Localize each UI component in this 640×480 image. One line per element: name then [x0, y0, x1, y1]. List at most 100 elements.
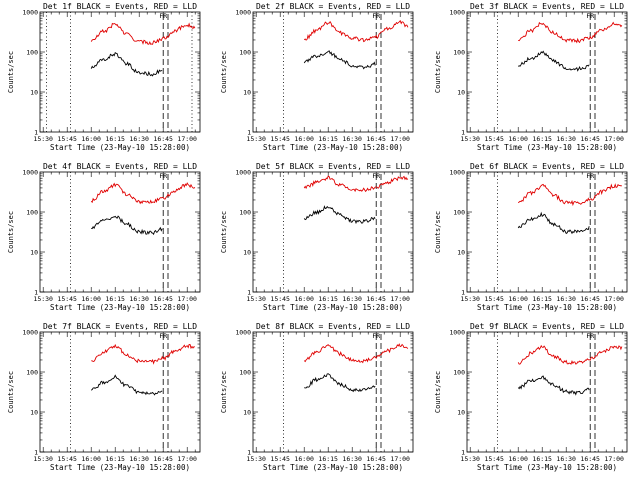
x-tick-label: 15:45 — [57, 295, 77, 303]
lld-series-line — [303, 175, 409, 193]
x-axis-label: Start Time (23-May-10 15:28:00) — [50, 303, 190, 312]
x-tick-label: 16:45 — [580, 295, 600, 303]
x-tick-label: 16:15 — [318, 455, 338, 463]
lld-series-line — [91, 343, 195, 365]
x-tick-label: 15:30 — [33, 135, 53, 143]
y-tick-label: 100 — [453, 49, 465, 57]
x-tick-label: 16:45 — [153, 135, 173, 143]
x-tick-label: 16:45 — [580, 135, 600, 143]
plot-frame — [466, 331, 628, 453]
x-tick-label: 16:45 — [580, 455, 600, 463]
lld-series-line — [303, 19, 409, 43]
x-tick-label: 15:30 — [33, 295, 53, 303]
panel-title: Det 2f BLACK = Events, RED = LLD — [256, 2, 410, 11]
y-axis-label: Counts/sec — [220, 211, 228, 253]
x-tick-label: 16:30 — [342, 295, 362, 303]
y-tick-label: 100 — [26, 369, 38, 377]
panel-7: Det 7f BLACK = Events, RED = LLD 1 10 100 10… — [7, 322, 201, 472]
x-axis-label: Start Time (23-May-10 15:28:00) — [477, 143, 617, 152]
events-series-line — [517, 375, 590, 396]
x-tick-label: 16:45 — [366, 455, 386, 463]
y-tick-label: 10 — [457, 409, 465, 417]
x-tick-label: 16:15 — [532, 135, 552, 143]
x-tick-label: 16:00 — [508, 295, 528, 303]
plot-frame — [252, 331, 414, 453]
marker-label: FR — [372, 12, 380, 20]
x-tick-label: 16:45 — [366, 295, 386, 303]
plot-frame — [252, 171, 414, 293]
panel-title: Det 5f BLACK = Events, RED = LLD — [256, 162, 410, 171]
x-tick-label: 15:45 — [57, 455, 77, 463]
lld-series-line — [518, 21, 623, 44]
x-tick-label: 16:00 — [294, 295, 314, 303]
x-tick-label: 16:15 — [318, 135, 338, 143]
x-tick-label: 16:30 — [129, 295, 149, 303]
marker-label: FR — [586, 172, 594, 180]
y-axis-label: Counts/sec — [220, 51, 228, 93]
x-tick-label: 16:30 — [556, 135, 576, 143]
x-tick-label: 16:45 — [153, 455, 173, 463]
panel-2: Det 2f BLACK = Events, RED = LLD 1 10 100 10… — [220, 2, 414, 152]
y-tick-label: 100 — [26, 49, 38, 57]
y-axis-label: Counts/sec — [220, 371, 228, 413]
panel-1: Det 1f BLACK = Events, RED = LLD 1 10 100 10… — [7, 2, 201, 152]
y-tick-label: 1000 — [22, 169, 38, 177]
events-series-line — [303, 205, 376, 225]
x-tick-label: 16:00 — [81, 455, 101, 463]
panel-3: Det 3f BLACK = Events, RED = LLD 1 10 100 10… — [434, 2, 628, 152]
y-tick-label: 1 — [461, 449, 465, 457]
events-series-line — [304, 373, 376, 393]
x-tick-label: 16:00 — [508, 135, 528, 143]
panel-title: Det 1f BLACK = Events, RED = LLD — [43, 2, 197, 11]
y-axis-label: Counts/sec — [434, 51, 442, 93]
y-tick-label: 100 — [239, 369, 251, 377]
x-tick-label: 16:30 — [342, 455, 362, 463]
y-axis-label: Counts/sec — [7, 51, 15, 93]
y-tick-label: 100 — [453, 209, 465, 217]
x-tick-label: 17:00 — [390, 455, 410, 463]
y-tick-label: 1 — [34, 129, 38, 137]
x-tick-label: 16:00 — [81, 135, 101, 143]
x-tick-label: 16:45 — [153, 295, 173, 303]
y-tick-label: 100 — [26, 209, 38, 217]
x-tick-label: 17:00 — [604, 135, 624, 143]
x-tick-label: 17:00 — [177, 455, 197, 463]
x-tick-label: 17:00 — [390, 135, 410, 143]
events-series-line — [517, 50, 590, 72]
x-tick-label: 16:15 — [105, 295, 125, 303]
x-tick-label: 15:30 — [460, 455, 480, 463]
x-tick-label: 16:00 — [508, 455, 528, 463]
x-axis-label: Start Time (23-May-10 15:28:00) — [263, 143, 403, 152]
plot-frame — [252, 11, 414, 133]
x-tick-label: 17:00 — [177, 295, 197, 303]
y-tick-label: 10 — [457, 249, 465, 257]
events-series-line — [90, 52, 163, 77]
y-tick-label: 100 — [239, 49, 251, 57]
x-tick-label: 16:30 — [129, 455, 149, 463]
x-tick-label: 16:15 — [318, 295, 338, 303]
x-tick-label: 15:45 — [484, 295, 504, 303]
x-axis-label: Start Time (23-May-10 15:28:00) — [477, 303, 617, 312]
marker-label: FR — [159, 332, 167, 340]
x-axis-label: Start Time (23-May-10 15:28:00) — [263, 303, 403, 312]
x-tick-label: 17:00 — [604, 295, 624, 303]
x-tick-label: 15:45 — [484, 135, 504, 143]
plot-frame — [39, 11, 201, 133]
y-tick-label: 100 — [453, 369, 465, 377]
y-tick-label: 10 — [243, 89, 251, 97]
lld-series-line — [517, 183, 622, 207]
panel-title: Det 8f BLACK = Events, RED = LLD — [256, 322, 410, 331]
x-tick-label: 17:00 — [177, 135, 197, 143]
panel-5: Det 5f BLACK = Events, RED = LLD 1 10 100 10… — [220, 162, 414, 312]
x-axis-label: Start Time (23-May-10 15:28:00) — [50, 463, 190, 472]
y-tick-label: 1000 — [235, 329, 251, 337]
x-tick-label: 16:00 — [81, 295, 101, 303]
panel-8: Det 8f BLACK = Events, RED = LLD 1 10 100 10… — [220, 322, 414, 472]
x-tick-label: 16:30 — [556, 455, 576, 463]
x-tick-label: 16:45 — [366, 135, 386, 143]
lld-series-line — [90, 22, 196, 45]
x-tick-label: 15:45 — [270, 455, 290, 463]
marker-label: FR — [159, 12, 167, 20]
y-axis-label: Counts/sec — [434, 371, 442, 413]
x-tick-label: 15:45 — [270, 295, 290, 303]
